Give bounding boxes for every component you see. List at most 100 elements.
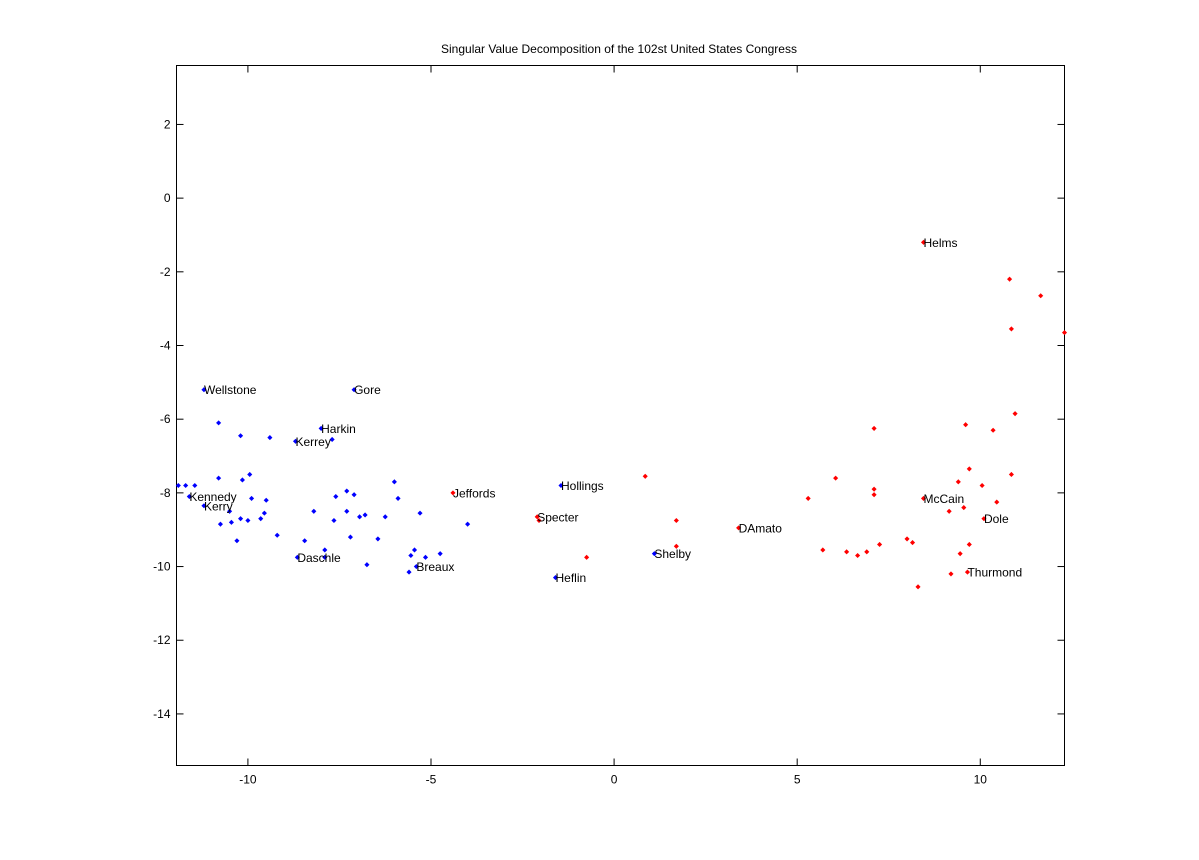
- point-label: Harkin: [321, 422, 356, 436]
- data-point: [584, 554, 590, 560]
- data-point: [238, 516, 244, 522]
- data-point: [239, 477, 245, 483]
- point-label: Kerrey: [296, 435, 331, 449]
- data-point: [948, 571, 954, 577]
- data-point: [263, 497, 269, 503]
- data-point: [183, 482, 189, 489]
- data-point: [871, 486, 877, 492]
- y-tick-label: -4: [160, 339, 171, 353]
- data-point: [245, 517, 251, 524]
- data-point: [904, 536, 910, 542]
- data-point: [333, 494, 339, 500]
- plot-area: [176, 65, 1065, 766]
- point-label: Dole: [984, 512, 1009, 526]
- point-label: Specter: [537, 510, 578, 524]
- data-point: [302, 538, 308, 544]
- data-point: [292, 438, 299, 444]
- data-point: [966, 541, 972, 547]
- data-point: [216, 420, 222, 426]
- point-label: DAmato: [739, 521, 783, 535]
- data-point: [227, 508, 233, 514]
- data-point: [946, 508, 952, 514]
- data-point: [357, 514, 363, 520]
- data-point: [247, 471, 253, 477]
- data-point: [329, 436, 335, 442]
- y-tick-label: -12: [153, 633, 171, 647]
- data-point: [201, 503, 207, 509]
- point-label: Hollings: [561, 479, 604, 493]
- data-point: [406, 569, 412, 575]
- data-point: [417, 510, 423, 516]
- data-point: [820, 547, 826, 553]
- data-point: [990, 427, 996, 433]
- data-point: [216, 475, 222, 481]
- axis-ticks: -10 -5 0 5 10 2 0 -2 -4 -6 -8 -10 -12 -14: [153, 65, 1065, 787]
- data-point: [408, 552, 414, 559]
- data-point: [979, 482, 985, 489]
- data-point: [249, 495, 255, 501]
- data-point: [294, 554, 300, 560]
- x-tick-label: 10: [974, 773, 988, 787]
- data-points: [175, 239, 1068, 590]
- data-point: [362, 512, 368, 518]
- data-point: [855, 552, 861, 559]
- y-tick-label: -10: [153, 560, 171, 574]
- data-point: [411, 547, 418, 553]
- data-point: [311, 508, 317, 514]
- data-point: [963, 422, 969, 428]
- data-point: [351, 492, 357, 498]
- data-point: [395, 495, 401, 501]
- data-point: [351, 387, 357, 393]
- data-point: [331, 517, 337, 524]
- data-point: [1008, 326, 1014, 332]
- chart-title: Singular Value Decomposition of the 102s…: [441, 42, 797, 56]
- data-point: [864, 549, 870, 555]
- data-point: [961, 505, 967, 511]
- point-label: Kennedy: [189, 490, 236, 504]
- data-point: [871, 492, 877, 498]
- data-point: [909, 540, 916, 546]
- data-point: [258, 516, 264, 522]
- data-point: [536, 517, 542, 524]
- data-point: [877, 541, 883, 547]
- point-label: Breaux: [416, 560, 454, 574]
- data-point: [642, 473, 648, 479]
- data-point: [1007, 276, 1013, 282]
- y-tick-label: 0: [164, 191, 171, 205]
- x-tick-label: -10: [239, 773, 257, 787]
- point-label: McCain: [924, 492, 965, 506]
- data-point: [1061, 330, 1068, 336]
- data-point: [175, 482, 181, 489]
- data-point: [347, 534, 353, 540]
- data-point: [375, 536, 381, 542]
- data-point: [915, 584, 921, 590]
- point-label: Thurmond: [967, 566, 1022, 580]
- point-label: Gore: [354, 383, 381, 397]
- y-tick-label: -8: [160, 486, 171, 500]
- data-point: [1008, 471, 1014, 477]
- data-point: [228, 519, 234, 525]
- data-point: [318, 425, 324, 431]
- data-point: [234, 538, 240, 544]
- data-point: [805, 495, 811, 501]
- data-point: [201, 387, 207, 393]
- data-point: [871, 425, 877, 431]
- data-point: [437, 551, 443, 557]
- point-label: Kerry: [204, 499, 233, 513]
- data-point: [673, 517, 679, 524]
- data-point: [422, 554, 429, 560]
- data-point: [344, 488, 350, 494]
- data-point: [957, 551, 963, 557]
- data-point: [994, 499, 1000, 505]
- data-point: [186, 494, 192, 500]
- data-point: [391, 479, 397, 485]
- data-point: [964, 569, 971, 575]
- data-point: [736, 525, 742, 531]
- data-point: [192, 482, 198, 489]
- data-point: [274, 532, 280, 538]
- point-label: Heflin: [556, 571, 587, 585]
- x-tick-label: 5: [794, 773, 801, 787]
- data-point: [450, 490, 456, 496]
- data-point: [344, 508, 350, 514]
- data-point: [844, 549, 850, 555]
